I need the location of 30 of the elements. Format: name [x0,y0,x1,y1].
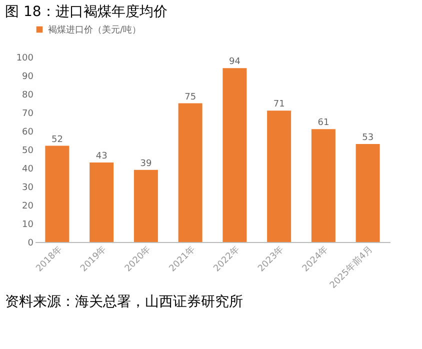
bar [90,162,114,242]
y-tick-label: 30 [22,183,34,193]
y-tick-label: 20 [22,202,34,212]
y-tick-label: 90 [22,72,34,82]
data-label: 43 [96,151,108,162]
y-tick-label: 60 [22,128,34,138]
y-tick-label: 100 [16,54,34,64]
y-tick-label: 40 [22,164,34,174]
data-label: 61 [318,118,330,128]
y-tick-label: 70 [22,109,34,119]
bar [134,170,158,242]
legend-label: 褐煤进口价（美元/吨） [48,24,142,36]
data-label: 39 [140,158,152,169]
bar [178,103,202,242]
bar [267,110,292,242]
chart-title: 图 18：进口褐煤年度均价 [5,4,168,20]
bar [311,129,336,242]
text: 资料来源：海关总署，山西证券研究所 [5,294,243,310]
bar [356,144,380,242]
data-label: 52 [51,134,63,145]
y-tick-label: 0 [28,238,34,248]
y-tick-label: 80 [22,90,34,100]
data-label: 71 [273,100,285,110]
bar [222,68,247,242]
y-tick-label: 10 [22,220,34,230]
y-tick-label: 50 [22,146,34,156]
bar [45,146,70,242]
data-label: 75 [184,92,196,102]
data-label: 94 [228,57,241,68]
data-label: 53 [362,132,374,143]
